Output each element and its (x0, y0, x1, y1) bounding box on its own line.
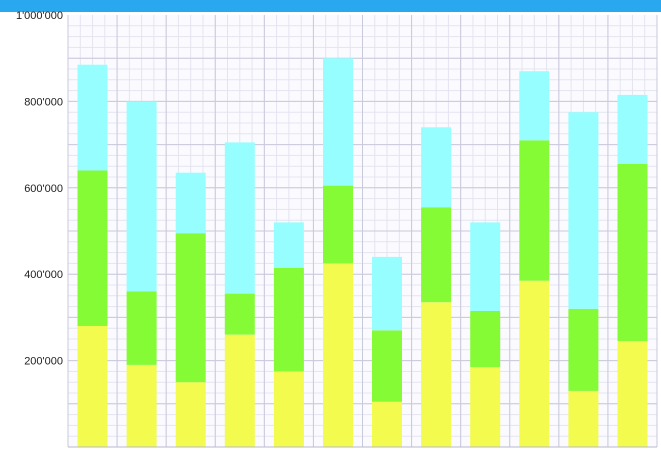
bar-segment-9-series-3 (470, 222, 501, 311)
bar-segment-5-series-2 (273, 267, 304, 372)
bar-segment-12-series-3 (617, 94, 648, 164)
bar-segment-7-series-2 (372, 330, 402, 402)
bar-segment-6-series-1 (323, 263, 353, 447)
bar-segment-11-series-1 (568, 390, 599, 447)
y-tick-label: 400'000 (24, 269, 63, 281)
major-gridlines (67, 15, 658, 447)
bar-segment-7-series-1 (372, 401, 402, 447)
bar-segment-10-series-1 (519, 280, 550, 447)
y-tick-label: 800'000 (24, 96, 63, 108)
bar-segment-2-series-3 (126, 101, 157, 292)
bar-segment-3-series-3 (175, 172, 206, 234)
bar-segment-6-series-2 (323, 185, 353, 264)
bar-segment-8-series-3 (421, 127, 452, 208)
bar-segment-9-series-1 (470, 367, 501, 447)
bar-segment-4-series-3 (224, 142, 255, 294)
bar-segment-12-series-1 (617, 341, 648, 447)
bar-segment-3-series-1 (175, 382, 206, 447)
bar-segment-11-series-3 (568, 112, 599, 309)
bar-segment-7-series-3 (372, 256, 402, 331)
y-tick-label: 200'000 (24, 356, 63, 368)
bar-segment-10-series-3 (519, 71, 550, 141)
bar-segment-2-series-2 (126, 291, 157, 365)
bar-segment-11-series-2 (568, 308, 599, 391)
bar-segment-1-series-2 (77, 170, 108, 326)
bar-segment-1-series-3 (77, 64, 108, 171)
bar-segment-3-series-2 (175, 233, 206, 383)
bar-segment-6-series-3 (323, 58, 353, 186)
y-tick-label: 1'000'000 (16, 10, 63, 22)
bar-segment-12-series-2 (617, 164, 648, 342)
bar-segment-10-series-2 (519, 140, 550, 281)
bar-segment-8-series-2 (421, 207, 452, 303)
bar-segment-9-series-2 (470, 310, 501, 368)
window-accent-bar (0, 0, 661, 12)
bar-segment-5-series-1 (273, 371, 304, 447)
bars (77, 58, 648, 447)
bar-segment-2-series-1 (126, 364, 157, 447)
bar-segment-4-series-2 (224, 293, 255, 335)
bar-segment-4-series-1 (224, 334, 255, 447)
y-tick-label: 600'000 (24, 183, 63, 195)
bar-segment-5-series-3 (273, 222, 304, 268)
bar-segment-8-series-1 (421, 302, 452, 447)
y-axis-ticks: 200'000 400'000 600'000 800'000 1'000'000 (16, 10, 63, 368)
bar-segment-1-series-1 (77, 326, 108, 447)
